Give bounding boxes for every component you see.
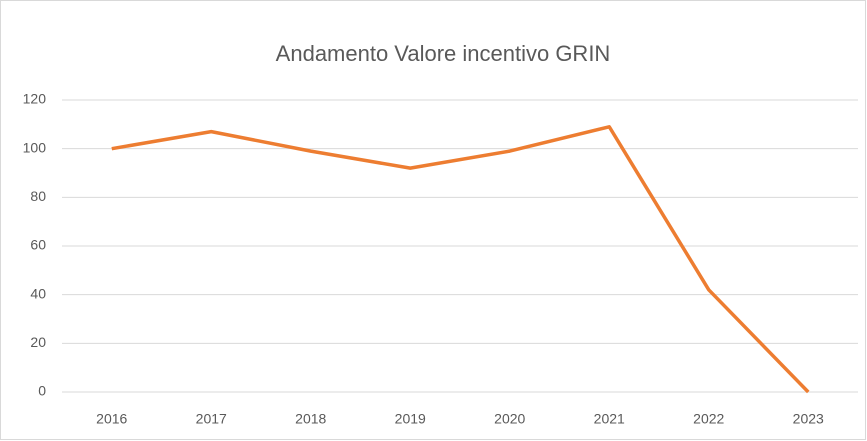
x-tick-label: 2016	[96, 411, 127, 427]
x-tick-label: 2022	[693, 411, 724, 427]
y-tick-label: 20	[30, 334, 46, 350]
x-tick-label: 2017	[196, 411, 227, 427]
y-tick-label: 100	[23, 139, 47, 155]
x-tick-label: 2021	[594, 411, 625, 427]
x-tick-label: 2023	[793, 411, 824, 427]
y-tick-label: 80	[30, 188, 46, 204]
y-tick-label: 40	[30, 285, 46, 301]
y-tick-label: 0	[38, 383, 46, 399]
x-tick-label: 2018	[295, 411, 326, 427]
y-tick-label: 120	[23, 91, 47, 107]
chart-title: Andamento Valore incentivo GRIN	[276, 41, 611, 66]
data-line	[111, 125, 810, 394]
x-tick-label: 2020	[494, 411, 525, 427]
y-tick-label: 60	[30, 237, 46, 253]
x-tick-label: 2019	[395, 411, 426, 427]
